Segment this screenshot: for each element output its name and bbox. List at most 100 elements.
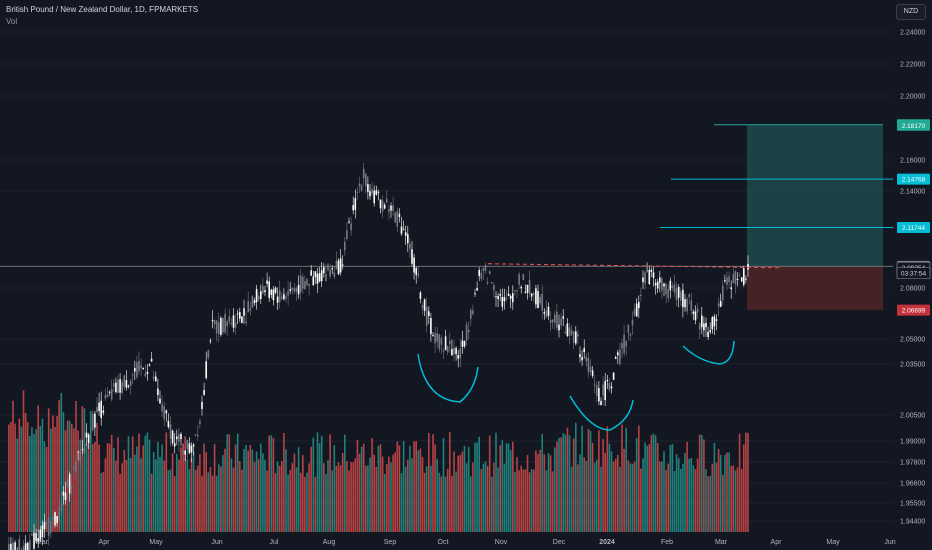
candle-body [362,168,365,179]
volume-bar [150,473,153,532]
candle-body [178,433,180,442]
candle-body [283,294,285,300]
volume-bar [184,436,186,532]
candle-body [633,309,636,316]
volume-bar [629,463,632,532]
candle-body [266,280,268,284]
volume-bar [444,476,447,532]
volume-bar [472,462,474,532]
volume-bar [480,469,483,532]
volume-bar [79,439,81,532]
candle-body [635,303,638,317]
volume-bar [585,461,588,532]
volume-bar [482,463,485,532]
volume-bar [100,473,102,532]
candle-body [110,388,113,400]
volume-bar [110,435,113,532]
volume-bar [610,451,613,532]
candle-body [409,243,411,249]
volume-bar [612,461,615,532]
volume-bar [270,435,273,532]
candle-body [600,400,602,406]
candle-body [115,382,117,393]
volume-bar [488,435,491,532]
volume-indicator-label[interactable]: Vol [6,17,18,26]
candle-body [446,346,449,353]
price-tag-label: 03:37:54 [901,271,927,278]
x-tick-label: Apr [771,539,783,546]
volume-bar [306,472,308,532]
volume-bar [199,454,201,532]
time-axis[interactable]: Mar Apr May Jun Jul Aug Sep Oct Nov Dec 2024 Feb Mar… [36,539,896,546]
candle-body [197,435,199,437]
price-tag-box [897,119,930,131]
x-tick-label: Nov [495,539,508,546]
candle-body [421,305,424,309]
candle-body [470,310,472,319]
currency-button[interactable]: NZD [896,4,926,20]
candle-body [182,450,184,454]
candle-body [373,190,375,204]
candle-body [593,384,596,386]
volume-bar [320,435,323,532]
candle-body [717,303,720,307]
candle-body [394,212,396,223]
volume-bar [169,469,172,532]
candle-body [333,272,336,277]
candle-body [705,323,707,328]
candle-body [37,538,39,543]
candle-body [222,317,224,333]
candle-body [129,380,132,386]
candle-body [83,447,86,454]
candle-body [682,289,684,308]
candle-body [62,491,65,496]
candle-body [554,314,556,323]
volume-bar [614,458,617,532]
candle-body [610,386,613,389]
candle-body [39,529,42,542]
volume-bar [18,418,21,532]
candle-body [680,291,682,301]
volume-bar [190,458,193,532]
volume-bar [142,445,144,532]
price-tag-box [897,173,930,185]
candle-body [493,284,495,291]
volume-bar [701,435,703,532]
candle-body [31,533,33,536]
candle-body [734,271,737,285]
volume-bar [459,454,462,532]
candle-body [551,319,554,323]
candle-body [598,388,600,402]
volume-bar [299,472,302,532]
candle-body [524,291,527,293]
volume-bar [608,443,611,532]
candle-body [528,279,531,294]
candle-body [64,492,67,501]
price-axis[interactable]: 2.24000 2.22000 2.20000 2.16000 2.14000 2.080… [900,30,925,526]
candle-body [430,318,432,335]
volume-bar [442,437,445,532]
volume-bar [707,476,709,532]
volume-bar [29,436,31,532]
candle-body [341,264,344,266]
volume-bar [239,461,241,532]
price-tag-box [897,221,930,233]
pattern-annotations [417,263,781,431]
volume-bar [62,412,65,532]
volume-bar [127,436,130,532]
volume-bar [423,472,426,532]
volume-bar [155,459,157,532]
candle-body [360,185,363,191]
candle-body [323,267,325,274]
candle-body [564,331,567,334]
candle-body [495,296,497,298]
candle-body [606,380,609,382]
candle-body [415,268,417,275]
candle-body [45,522,48,524]
candle-body [457,355,459,359]
candle-body [549,320,552,323]
volume-bar [451,476,453,532]
candle-body [260,291,262,299]
candle-body [520,286,522,289]
